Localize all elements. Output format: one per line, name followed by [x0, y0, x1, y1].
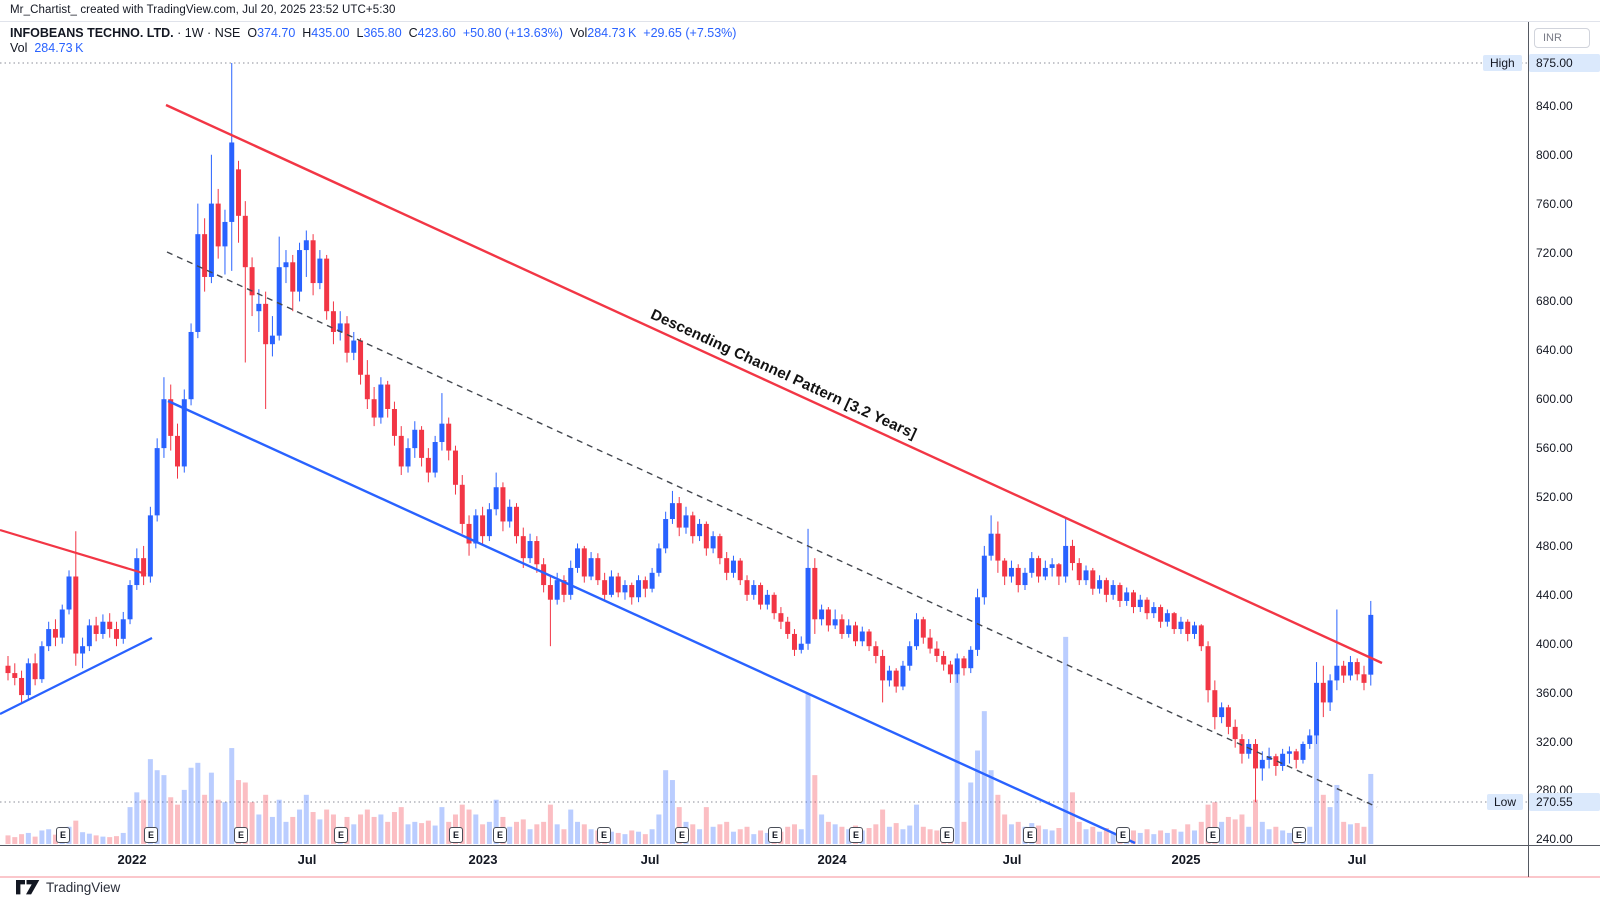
tradingview-brand-text[interactable]: TradingView	[46, 880, 121, 895]
earnings-marker-icon[interactable]: E	[768, 827, 782, 843]
time-tick-2025: 2025	[1171, 852, 1201, 867]
price-tick: 320.00	[1536, 734, 1573, 749]
exchange-label: NSE	[214, 26, 241, 40]
time-tick-2022: 2022	[117, 852, 147, 867]
bottom-accent-line	[0, 876, 1600, 878]
earnings-marker-icon[interactable]: E	[144, 827, 158, 843]
change-value: +50.80 (+13.63%)	[462, 26, 563, 40]
tradingview-logo-icon	[16, 880, 40, 895]
high-label: H	[302, 26, 312, 40]
currency-selector[interactable]: INR	[1534, 28, 1590, 48]
low-value: 365.80	[363, 26, 402, 40]
earnings-marker-icon[interactable]: E	[1023, 827, 1037, 843]
time-tick-jul: Jul	[1002, 852, 1022, 867]
open-value: 374.70	[257, 26, 296, 40]
earnings-marker-icon[interactable]: E	[1116, 827, 1130, 843]
channel-midline	[166, 251, 1378, 808]
earnings-marker-icon[interactable]: E	[940, 827, 954, 843]
earnings-marker-icon[interactable]: E	[597, 827, 611, 843]
price-tick: 440.00	[1536, 587, 1573, 602]
time-tick-jul: Jul	[297, 852, 317, 867]
legend-separator: ·	[207, 26, 212, 40]
price-tick: 560.00	[1536, 441, 1573, 456]
time-tick-jul: Jul	[640, 852, 660, 867]
earnings-marker-icon[interactable]: E	[1292, 827, 1306, 843]
close-value: 423.60	[417, 26, 456, 40]
high-price-tag: High	[1483, 55, 1522, 71]
volume-study-legend[interactable]: Vol 284.73 K	[10, 41, 83, 55]
volume-change-value: +29.65 (+7.53%)	[643, 26, 737, 40]
low-price-axis-label: 270.55	[1529, 793, 1600, 811]
vol-study-label: Vol	[10, 41, 28, 55]
volume-value: 284.73 K	[587, 26, 637, 40]
price-tick: 600.00	[1536, 392, 1573, 407]
attribution-text: Mr_Chartist_ created with TradingView.co…	[10, 4, 396, 16]
time-tick-2023: 2023	[468, 852, 498, 867]
symbol-name[interactable]: INFOBEANS TECHNO. LTD.	[10, 26, 174, 40]
price-tick: 520.00	[1536, 490, 1573, 505]
high-value: 435.00	[311, 26, 350, 40]
chart-frame-top-border	[0, 21, 1600, 22]
price-axis-border	[1528, 22, 1529, 877]
open-label: O	[247, 26, 258, 40]
low-price-tag: Low	[1487, 794, 1524, 810]
earnings-marker-icon[interactable]: E	[493, 827, 507, 843]
high-price-axis-label: 875.00	[1529, 54, 1600, 72]
price-tick: 720.00	[1536, 245, 1573, 260]
price-tick: 640.00	[1536, 343, 1573, 358]
time-tick-jul: Jul	[1347, 852, 1367, 867]
vol-study-value: 284.73 K	[34, 41, 84, 55]
legend-separator: ·	[177, 26, 182, 40]
price-tick: 360.00	[1536, 685, 1573, 700]
price-tick: 680.00	[1536, 294, 1573, 309]
wedge-resistance	[0, 528, 147, 576]
earnings-marker-icon[interactable]: E	[1206, 827, 1220, 843]
channel-upper	[165, 103, 1383, 665]
interval-label[interactable]: 1W	[184, 26, 204, 40]
low-label: L	[356, 26, 364, 40]
channel-lower	[167, 399, 1136, 845]
earnings-marker-icon[interactable]: E	[849, 827, 863, 843]
wedge-support	[0, 637, 153, 715]
earnings-marker-icon[interactable]: E	[56, 827, 70, 843]
time-tick-2024: 2024	[817, 852, 847, 867]
price-tick: 760.00	[1536, 196, 1573, 211]
close-label: C	[408, 26, 418, 40]
price-tick: 400.00	[1536, 636, 1573, 651]
earnings-marker-icon[interactable]: E	[449, 827, 463, 843]
symbol-legend[interactable]: INFOBEANS TECHNO. LTD. · 1W · NSE O374.7…	[10, 26, 736, 40]
tradingview-footer[interactable]: TradingView	[16, 880, 120, 895]
currency-label: INR	[1543, 32, 1562, 44]
price-tick: 840.00	[1536, 98, 1573, 113]
price-tick: 240.00	[1536, 832, 1573, 847]
price-tick: 800.00	[1536, 147, 1573, 162]
earnings-marker-icon[interactable]: E	[675, 827, 689, 843]
price-tick: 480.00	[1536, 538, 1573, 553]
time-axis-border	[0, 845, 1600, 846]
earnings-marker-icon[interactable]: E	[234, 827, 248, 843]
volume-label: Vol	[569, 26, 588, 40]
earnings-marker-icon[interactable]: E	[334, 827, 348, 843]
